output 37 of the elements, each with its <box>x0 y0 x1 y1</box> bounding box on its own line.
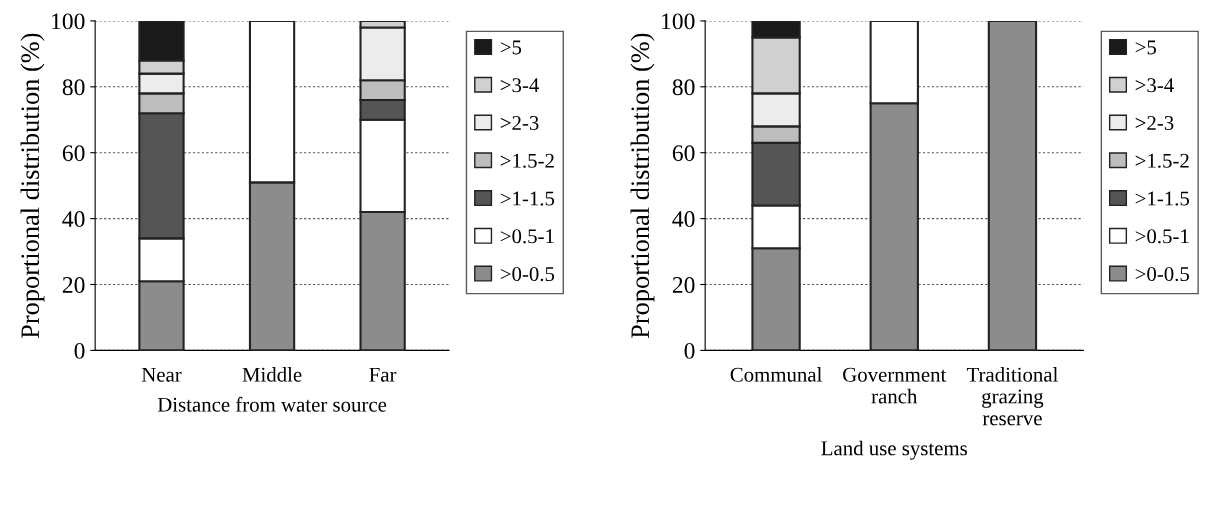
y-tick-label: 40 <box>672 211 695 228</box>
legend-label: >0-0.5 <box>1135 267 1190 282</box>
y-tick-label: 100 <box>662 13 695 30</box>
y-tick-label: 80 <box>672 79 695 96</box>
x-axis-title: Distance from water source <box>157 396 387 412</box>
y-tick-label: 60 <box>62 145 85 162</box>
legend-label: >0.5-1 <box>500 229 554 244</box>
y-tick-label: 80 <box>62 79 85 96</box>
legend-label: >5 <box>1135 40 1157 55</box>
legend-label: >1.5-2 <box>500 153 554 168</box>
legend-label: >1.5-2 <box>1135 153 1189 168</box>
x-tick-label: Far <box>369 367 397 382</box>
legend-label: >3-4 <box>1135 78 1174 93</box>
y-tick-label: 20 <box>672 277 695 293</box>
y-tick-label: 100 <box>52 13 85 30</box>
x-tick-label: Traditional grazing reserve <box>966 367 1058 426</box>
legend-label: >5 <box>500 40 522 55</box>
x-tick-label: Government ranch <box>843 367 947 404</box>
legend-label: >2-3 <box>1135 116 1174 130</box>
legend-label: >3-4 <box>500 78 539 93</box>
legend-label: >0.5-1 <box>1135 229 1189 244</box>
y-axis-title: Proportional distribution (%) <box>630 33 655 339</box>
x-tick-label: Middle <box>242 367 302 382</box>
y-tick-label: 60 <box>672 145 695 162</box>
x-axis-title: Land use systems <box>821 440 967 460</box>
y-tick-label: 0 <box>74 342 85 359</box>
y-tick-label: 0 <box>684 342 695 359</box>
legend-label: >2-3 <box>500 116 539 130</box>
legend-label: >1-1.5 <box>500 191 555 206</box>
x-tick-label: Near <box>141 367 182 382</box>
x-tick-label: Communal <box>730 367 822 382</box>
legend-label: >0-0.5 <box>500 267 555 282</box>
y-axis-title: Proportional distribution (%) <box>20 33 45 339</box>
bar <box>987 20 1038 351</box>
y-tick-label: 40 <box>62 211 85 228</box>
y-tick-label: 20 <box>62 277 85 293</box>
legend-label: >1-1.5 <box>1135 191 1190 206</box>
